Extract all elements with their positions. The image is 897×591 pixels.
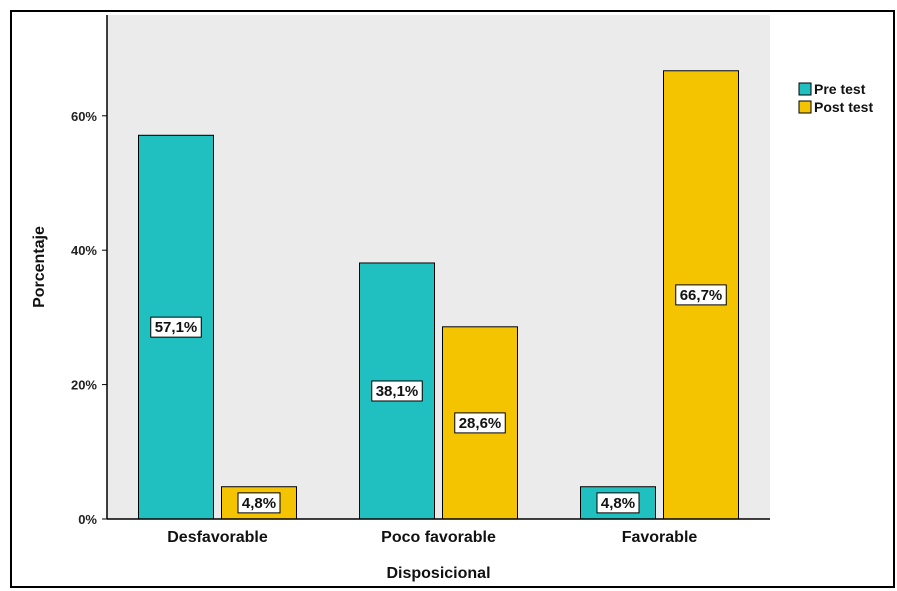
y-axis-title: Porcentaje [31, 226, 48, 308]
data-label-box [237, 492, 281, 514]
data-label-box [454, 412, 506, 434]
data-label: 57,1% [155, 319, 198, 336]
legend-label: Pre test [814, 81, 866, 97]
data-labels: 57,1% 4,8% 38,1% 28,6% 4,8% 66,7% [150, 284, 727, 514]
data-label-box [371, 380, 423, 402]
y-tick-label: 20% [71, 378, 97, 393]
x-category-label: Desfavorable [167, 529, 268, 546]
y-tick-label: 0% [78, 512, 97, 527]
legend: Pre test Post test [798, 81, 873, 115]
x-category-label: Favorable [622, 529, 698, 546]
data-label: 66,7% [680, 287, 723, 304]
plot-area [107, 15, 770, 519]
data-label: 28,6% [459, 415, 502, 432]
legend-swatch [798, 82, 812, 96]
data-label: 4,8% [601, 495, 635, 512]
data-label: 4,8% [242, 495, 276, 512]
y-tick-label: 60% [71, 109, 97, 124]
y-axis-ticks: 0% 20% 40% 60% [71, 109, 107, 527]
x-axis-title: Disposicional [386, 565, 490, 582]
data-label-box [675, 284, 727, 306]
legend-swatch [798, 100, 812, 114]
legend-label: Post test [814, 99, 873, 115]
chart-frame: 0% 20% 40% 60% 57,1% 4,8% 38,1% 28,6% 4,8% 66,7%… [10, 10, 895, 588]
data-label: 38,1% [376, 383, 419, 400]
x-axis-categories: Desfavorable Poco favorable Favorable [167, 529, 697, 546]
data-label-box [596, 492, 640, 514]
data-label-box [150, 316, 202, 338]
bar-chart: 0% 20% 40% 60% 57,1% 4,8% 38,1% 28,6% 4,8% 66,7%… [31, 15, 873, 582]
x-category-label: Poco favorable [381, 529, 496, 546]
y-tick-label: 40% [71, 243, 97, 258]
